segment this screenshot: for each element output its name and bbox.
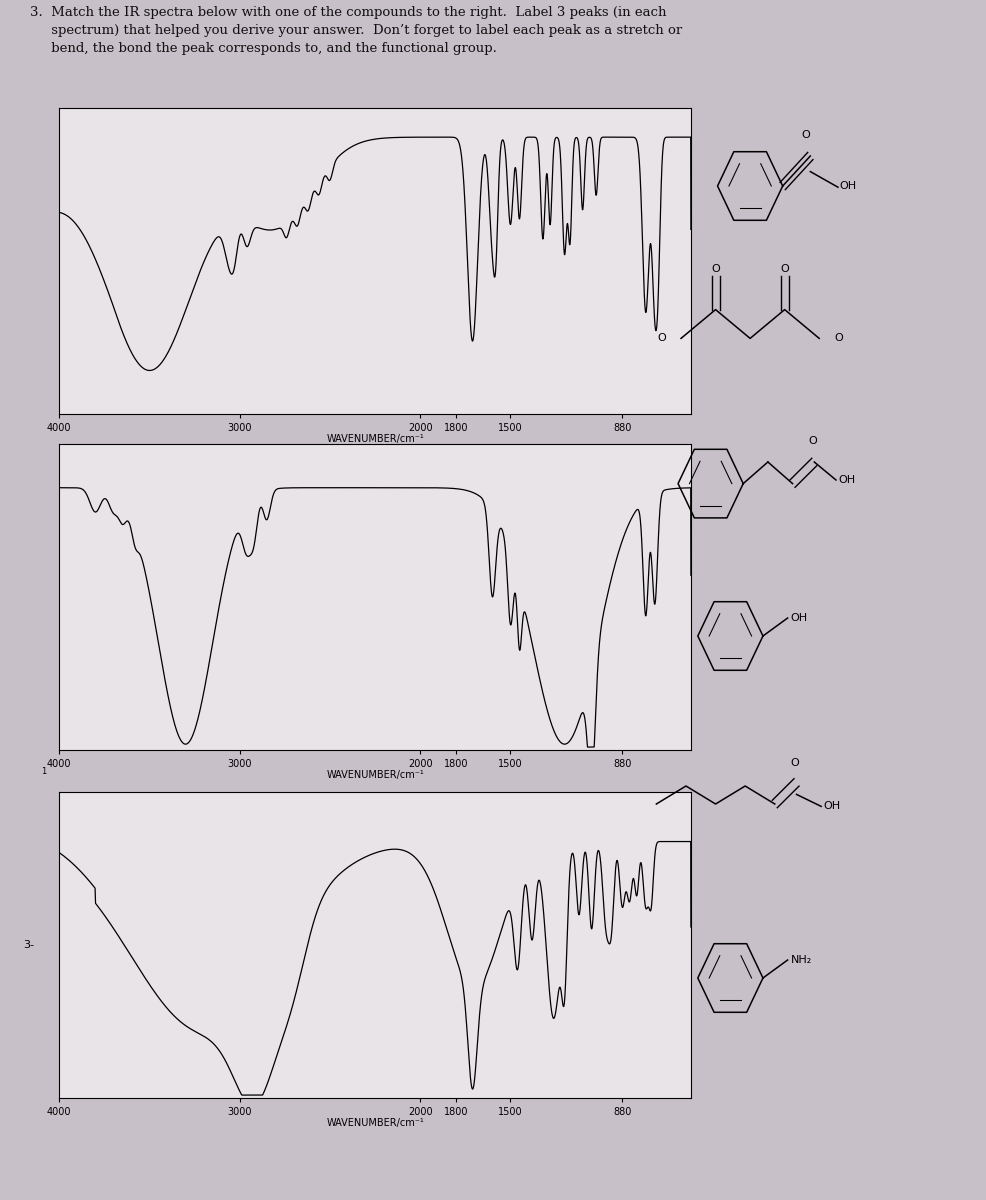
- Text: OH: OH: [838, 181, 855, 191]
- Text: 1: 1: [41, 768, 46, 776]
- Text: O: O: [801, 131, 809, 140]
- Text: OH: OH: [790, 613, 807, 623]
- Text: O: O: [808, 437, 815, 446]
- X-axis label: WAVENUMBER/cm⁻¹: WAVENUMBER/cm⁻¹: [325, 1118, 424, 1128]
- Text: O: O: [833, 334, 842, 343]
- Text: O: O: [790, 758, 798, 768]
- Text: OH: OH: [837, 475, 854, 485]
- X-axis label: WAVENUMBER/cm⁻¹: WAVENUMBER/cm⁻¹: [325, 770, 424, 780]
- X-axis label: WAVENUMBER/cm⁻¹: WAVENUMBER/cm⁻¹: [325, 434, 424, 444]
- Text: 3.  Match the IR spectra below with one of the compounds to the right.  Label 3 : 3. Match the IR spectra below with one o…: [30, 6, 681, 55]
- Text: 3-: 3-: [23, 940, 34, 950]
- Text: O: O: [711, 264, 719, 274]
- Text: O: O: [657, 334, 666, 343]
- Text: O: O: [780, 264, 788, 274]
- Text: NH₂: NH₂: [790, 955, 811, 965]
- Text: OH: OH: [822, 802, 839, 811]
